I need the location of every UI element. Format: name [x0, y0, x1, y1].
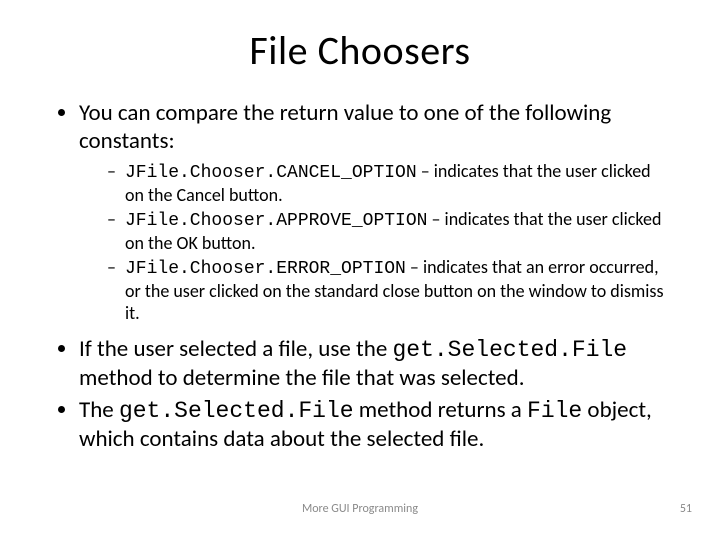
- sub-list: JFile.Chooser.CANCEL_OPTION – indicates …: [79, 161, 665, 325]
- footer-page-number: 51: [680, 502, 692, 516]
- slide: File Choosers You can compare the return…: [0, 0, 720, 540]
- sub-3-code: JFile.Chooser.ERROR_OPTION: [125, 259, 406, 279]
- bullet-3-mid: method returns a: [354, 396, 527, 424]
- bullet-3-code2: File: [527, 398, 582, 424]
- slide-title: File Choosers: [55, 26, 665, 75]
- bullet-3-code: get.Selected.File: [119, 398, 354, 424]
- sub-3: JFile.Chooser.ERROR_OPTION – indicates t…: [107, 257, 665, 325]
- bullet-2-post: method to determine the file that was se…: [79, 364, 525, 392]
- footer-center: More GUI Programming: [0, 502, 720, 516]
- bullet-list: You can compare the return value to one …: [55, 99, 665, 453]
- bullet-2: If the user selected a file, use the get…: [79, 335, 665, 392]
- sub-1-code: JFile.Chooser.CANCEL_OPTION: [125, 163, 417, 183]
- bullet-2-pre: If the user selected a file, use the: [79, 335, 392, 363]
- sub-1: JFile.Chooser.CANCEL_OPTION – indicates …: [107, 161, 665, 207]
- bullet-3-pre: The: [79, 396, 119, 424]
- bullet-1: You can compare the return value to one …: [79, 99, 665, 325]
- sub-2: JFile.Chooser.APPROVE_OPTION – indicates…: [107, 209, 665, 255]
- bullet-1-text: You can compare the return value to one …: [79, 99, 611, 155]
- bullet-2-code: get.Selected.File: [392, 337, 627, 363]
- sub-2-code: JFile.Chooser.APPROVE_OPTION: [125, 211, 427, 231]
- bullet-3: The get.Selected.File method returns a F…: [79, 396, 665, 453]
